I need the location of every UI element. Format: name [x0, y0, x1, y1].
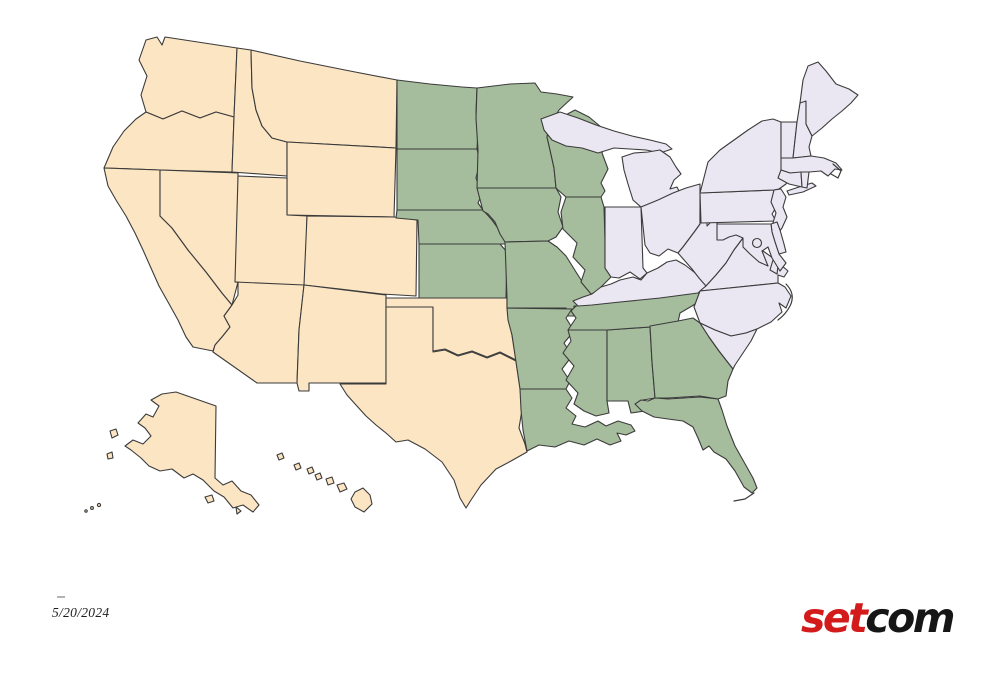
aleutian-island	[96, 502, 102, 508]
state-wyoming	[286, 141, 397, 218]
state-kentucky	[572, 259, 707, 307]
state-texas	[339, 306, 528, 509]
state-south-carolina	[699, 322, 758, 370]
setcom-logo: setcom	[800, 594, 956, 642]
state-alabama	[606, 326, 656, 414]
aleutian-island	[84, 509, 88, 513]
state-new-mexico	[296, 284, 387, 392]
state-colorado	[303, 215, 418, 297]
alaska-island	[106, 451, 114, 460]
state-maine	[799, 61, 859, 137]
district-of-columbia-marker	[751, 237, 763, 249]
logo-set: set	[800, 594, 868, 642]
date-stamp: 5/20/2024	[52, 605, 110, 620]
state-rhode-island	[800, 171, 810, 189]
state-alaska	[124, 391, 260, 513]
hawaii-big-island	[350, 487, 373, 513]
hawaii-island	[293, 462, 302, 471]
state-arkansas	[506, 307, 575, 390]
hawaii-island	[306, 466, 315, 475]
outer-banks	[777, 283, 793, 321]
state-louisiana	[519, 388, 636, 452]
state-florida	[634, 396, 758, 494]
hawaii-island	[276, 452, 285, 461]
alaska-kodiak-island	[204, 494, 215, 504]
florida-keys	[733, 492, 755, 502]
aleutian-island	[90, 506, 94, 510]
logo-com: com	[865, 594, 955, 642]
long-island	[786, 182, 817, 196]
cape-cod	[830, 163, 842, 179]
state-kansas	[418, 243, 508, 299]
hawaii-island	[325, 476, 335, 486]
state-virginia	[699, 237, 789, 292]
state-washington	[138, 36, 238, 120]
corner-tick-mark	[57, 596, 65, 598]
alaska-panhandle-island	[235, 506, 242, 515]
state-michigan	[621, 149, 683, 209]
state-south-dakota	[396, 148, 484, 211]
state-montana	[250, 49, 398, 149]
state-maryland	[716, 223, 787, 272]
state-pennsylvania	[699, 189, 778, 224]
hawaii-island	[314, 472, 323, 481]
state-new-york	[699, 118, 791, 194]
state-mississippi	[562, 329, 610, 417]
state-indiana	[604, 206, 648, 280]
state-oregon	[103, 110, 235, 173]
hawaii-maui-island	[336, 482, 348, 493]
alaska-island	[109, 428, 119, 439]
state-north-dakota	[396, 79, 479, 150]
